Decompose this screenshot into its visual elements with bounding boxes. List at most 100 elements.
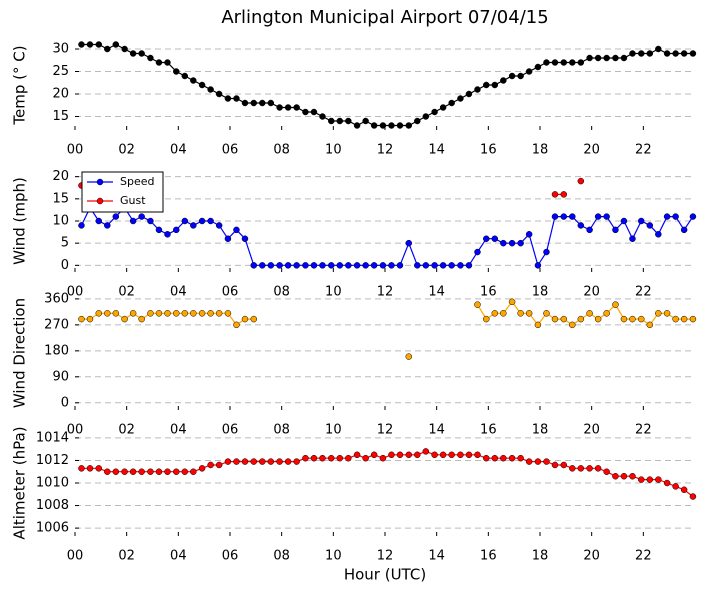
data-point xyxy=(586,54,593,62)
data-point xyxy=(129,310,137,317)
data-point xyxy=(302,262,309,269)
data-point xyxy=(646,476,654,483)
data-point xyxy=(439,262,447,269)
x-tick-label: 02 xyxy=(118,423,135,438)
y-tick-label: 180 xyxy=(44,343,69,358)
data-point xyxy=(655,231,662,238)
data-point xyxy=(104,468,111,475)
data-point xyxy=(680,315,688,323)
data-point xyxy=(439,104,447,111)
data-point xyxy=(474,86,481,93)
data-point xyxy=(457,262,464,269)
x-tick-label: 08 xyxy=(273,423,290,438)
data-point xyxy=(370,122,378,129)
data-point xyxy=(95,465,103,472)
data-point xyxy=(689,493,697,500)
x-tick-label: 10 xyxy=(325,143,342,158)
data-point xyxy=(534,458,542,465)
data-point xyxy=(138,315,145,323)
data-point xyxy=(164,310,171,317)
x-tick-label: 00 xyxy=(67,285,84,300)
data-point xyxy=(190,77,197,84)
data-point xyxy=(95,41,103,48)
x-tick-label: 02 xyxy=(118,143,135,158)
data-point xyxy=(215,90,223,98)
data-point xyxy=(405,451,413,459)
data-point xyxy=(689,315,697,323)
y-tick-label: 1010 xyxy=(36,476,69,491)
data-point xyxy=(508,72,516,80)
data-point xyxy=(215,222,223,229)
data-point xyxy=(431,451,438,459)
data-point xyxy=(517,310,524,317)
x-tick-label: 06 xyxy=(222,549,239,564)
data-point xyxy=(620,315,628,323)
data-point xyxy=(422,113,430,120)
data-point xyxy=(543,310,550,317)
x-tick-label: 20 xyxy=(583,423,600,438)
x-tick-label: 20 xyxy=(583,549,600,564)
data-point xyxy=(560,315,568,323)
data-point xyxy=(147,310,154,317)
x-tick-label: 12 xyxy=(377,423,394,438)
y-tick-label: 1006 xyxy=(36,521,69,536)
data-point xyxy=(655,45,662,53)
data-point xyxy=(173,468,180,475)
data-point xyxy=(663,479,671,487)
x-tick-label: 18 xyxy=(532,549,549,564)
data-point xyxy=(336,454,344,462)
y-tick-label: 20 xyxy=(52,169,69,184)
legend-marker xyxy=(96,178,104,186)
data-point xyxy=(267,458,275,465)
data-point xyxy=(129,50,137,57)
x-tick-label: 18 xyxy=(532,423,549,438)
data-point xyxy=(241,315,249,323)
data-point xyxy=(112,468,120,475)
y-tick-label: 0 xyxy=(61,395,69,410)
data-point xyxy=(517,72,524,80)
data-point xyxy=(594,213,602,220)
data-point xyxy=(181,217,189,225)
x-tick-label: 20 xyxy=(583,285,600,300)
x-tick-label: 00 xyxy=(67,143,84,158)
data-point xyxy=(250,99,258,107)
data-point xyxy=(431,262,438,269)
data-point xyxy=(663,50,671,57)
data-point xyxy=(259,99,266,107)
data-point xyxy=(190,468,197,475)
x-tick-label: 16 xyxy=(480,143,497,158)
data-point xyxy=(319,262,326,269)
data-point xyxy=(629,235,636,242)
data-point xyxy=(414,262,421,269)
data-point xyxy=(198,81,206,89)
data-point xyxy=(345,117,352,125)
y-tick-label: 1008 xyxy=(36,498,69,513)
data-point xyxy=(250,315,258,323)
data-point xyxy=(474,301,481,308)
data-point xyxy=(612,472,619,480)
data-point xyxy=(577,59,585,66)
data-point xyxy=(508,454,516,462)
data-point xyxy=(147,468,154,475)
data-point xyxy=(517,239,524,247)
data-point xyxy=(577,315,585,323)
data-point xyxy=(551,191,559,198)
data-point xyxy=(250,458,258,465)
x-tick-label: 06 xyxy=(222,143,239,158)
data-point xyxy=(483,315,490,323)
data-point xyxy=(465,451,473,459)
data-point xyxy=(328,454,335,462)
data-point xyxy=(672,483,679,490)
data-point xyxy=(267,262,275,269)
x-tick-label: 10 xyxy=(325,285,342,300)
data-point xyxy=(560,191,568,198)
data-point xyxy=(560,59,568,66)
data-point xyxy=(233,226,240,234)
data-point xyxy=(508,239,516,247)
data-point xyxy=(396,451,404,459)
data-point xyxy=(129,468,137,475)
data-point xyxy=(319,454,326,462)
data-point xyxy=(310,262,318,269)
data-point xyxy=(689,50,697,57)
data-point xyxy=(86,465,94,472)
